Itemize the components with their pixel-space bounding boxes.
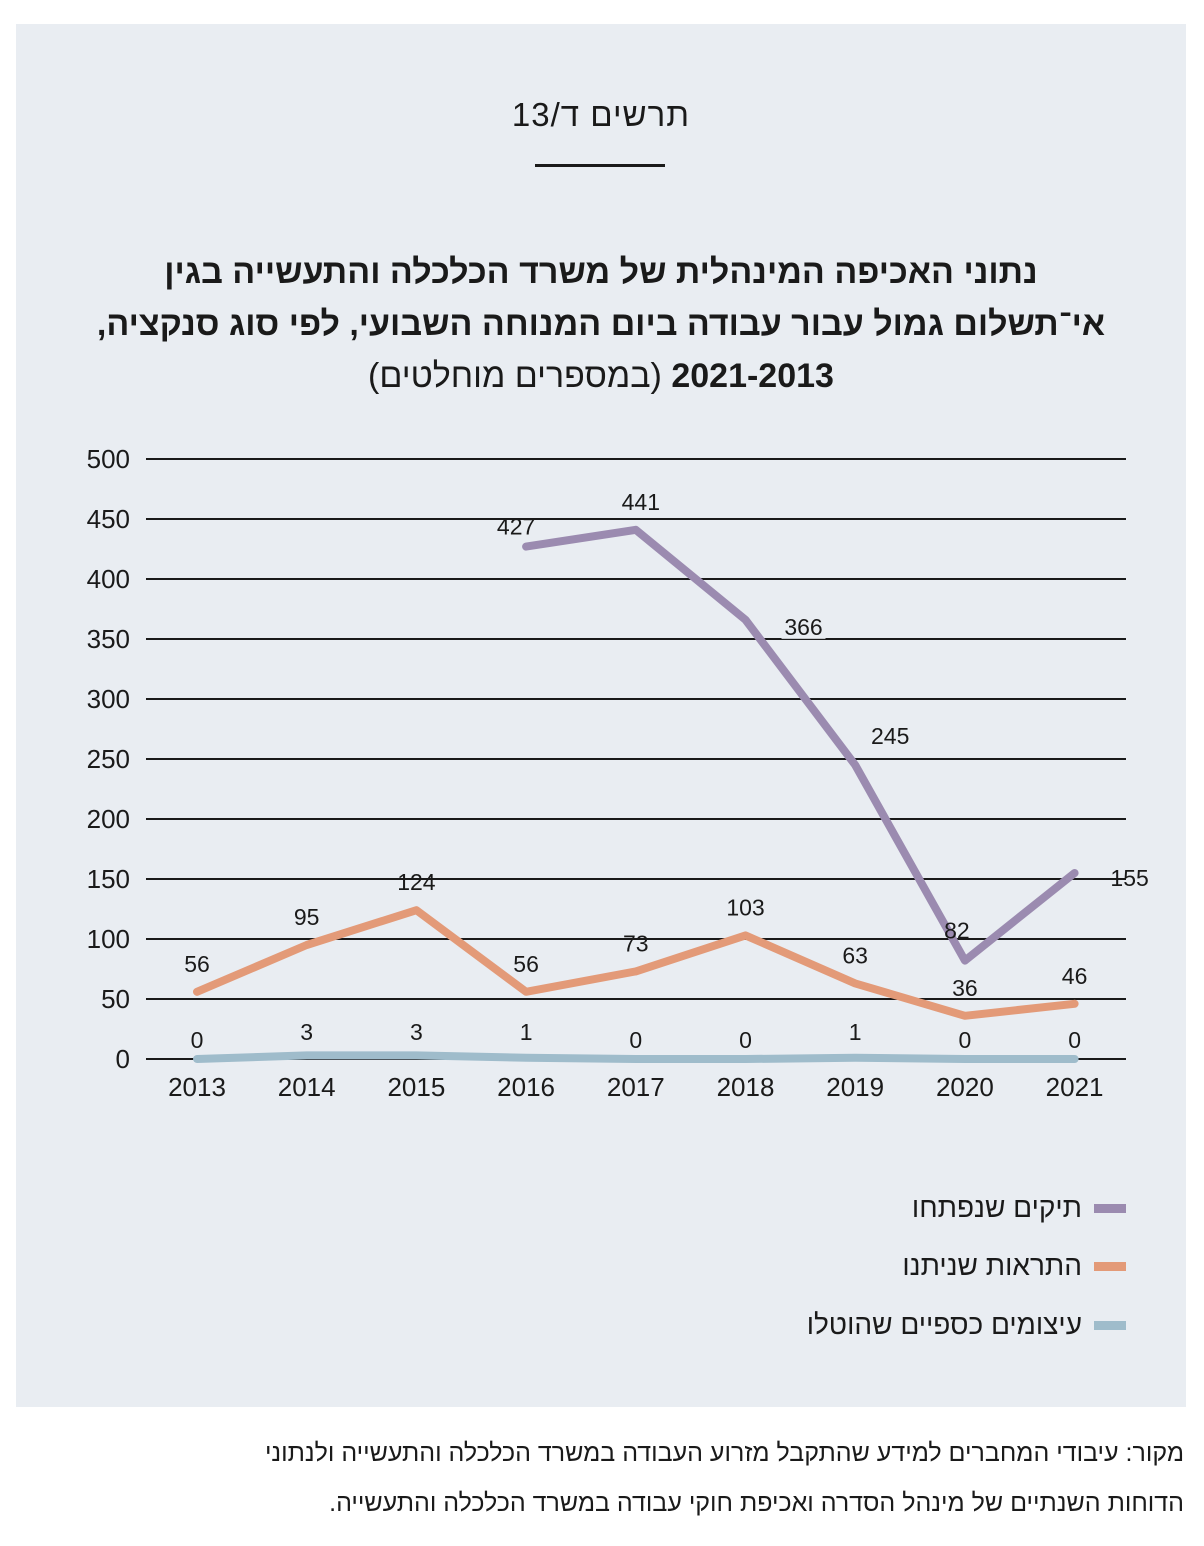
data-label: 1 bbox=[849, 1019, 862, 1045]
y-tick-label: 150 bbox=[87, 864, 130, 894]
x-tick-label: 2016 bbox=[497, 1072, 555, 1102]
x-tick-label: 2015 bbox=[387, 1072, 445, 1102]
legend-label: תיקים שנפתחו bbox=[911, 1192, 1082, 1223]
title-line-1: נתוני האכיפה המינהלית של משרד הכלכלה והת… bbox=[164, 253, 1038, 291]
data-label: 46 bbox=[1062, 963, 1088, 989]
data-label: 0 bbox=[629, 1027, 642, 1053]
data-label: 3 bbox=[410, 1019, 423, 1045]
data-label: 0 bbox=[959, 1027, 972, 1053]
x-tick-label: 2020 bbox=[936, 1072, 994, 1102]
legend-item: תיקים שנפתחו bbox=[912, 1192, 1126, 1224]
legend-swatch bbox=[1094, 1320, 1126, 1330]
y-tick-label: 350 bbox=[87, 624, 130, 654]
data-label: 155 bbox=[1110, 865, 1148, 891]
y-tick-label: 400 bbox=[87, 564, 130, 594]
series-line-1 bbox=[193, 906, 1079, 1020]
series-line-2 bbox=[193, 1051, 1079, 1063]
legend-item: התראות שניתנו bbox=[902, 1250, 1126, 1282]
y-tick-label: 500 bbox=[87, 444, 130, 474]
source-note: מקור: עיבודי המחברים למידע שהתקבל מזרוע … bbox=[14, 1428, 1184, 1528]
data-label: 0 bbox=[1068, 1027, 1081, 1053]
data-label: 103 bbox=[726, 894, 764, 920]
title-line-3: 2021-2013 (במספרים מוחלטים) bbox=[36, 350, 1166, 402]
y-tick-label: 300 bbox=[87, 684, 130, 714]
data-label: 427 bbox=[497, 514, 535, 540]
title-line-2: אי־תשלום גמול עבור עבודה ביום המנוחה השב… bbox=[96, 305, 1106, 343]
y-tick-label: 0 bbox=[116, 1044, 130, 1074]
title-units: (במספרים מוחלטים) bbox=[368, 357, 662, 395]
y-tick-label: 450 bbox=[87, 504, 130, 534]
data-label: 36 bbox=[952, 975, 978, 1001]
data-label-backdrop bbox=[781, 612, 826, 639]
y-tick-label: 250 bbox=[87, 744, 130, 774]
x-tick-label: 2014 bbox=[278, 1072, 336, 1102]
legend-swatch bbox=[1094, 1203, 1126, 1213]
x-tick-label: 2019 bbox=[826, 1072, 884, 1102]
legend-swatch bbox=[1094, 1261, 1126, 1271]
data-label: 95 bbox=[294, 904, 320, 930]
source-line-2: הדוחות השנתיים של מינהל הסדרה ואכיפת חוק… bbox=[329, 1489, 1184, 1517]
series-line-0 bbox=[522, 525, 1079, 965]
y-tick-label: 50 bbox=[101, 984, 130, 1014]
data-label: 73 bbox=[623, 930, 649, 956]
data-label: 245 bbox=[871, 723, 909, 749]
figure-label: תרשים ד/13 bbox=[511, 96, 691, 133]
data-label: 1 bbox=[520, 1019, 533, 1045]
data-label: 124 bbox=[397, 869, 436, 895]
x-tick-label: 2021 bbox=[1046, 1072, 1104, 1102]
data-label: 56 bbox=[513, 951, 539, 977]
figure-panel: תרשים ד/13 נתוני האכיפה המינהלית של משרד… bbox=[16, 24, 1186, 1407]
data-label: 0 bbox=[739, 1027, 752, 1053]
y-tick-label: 200 bbox=[87, 804, 130, 834]
figure-label-rule bbox=[535, 164, 665, 167]
title-years: 2021-2013 bbox=[671, 357, 834, 395]
y-tick-label: 100 bbox=[87, 924, 130, 954]
x-tick-label: 2018 bbox=[717, 1072, 775, 1102]
legend-label: התראות שניתנו bbox=[902, 1250, 1082, 1281]
source-line-1: מקור: עיבודי המחברים למידע שהתקבל מזרוע … bbox=[264, 1439, 1184, 1467]
data-label: 3 bbox=[300, 1019, 313, 1045]
chart-title: נתוני האכיפה המינהלית של משרד הכלכלה והת… bbox=[36, 246, 1166, 402]
x-tick-label: 2017 bbox=[607, 1072, 665, 1102]
legend-item: עיצומים כספיים שהוטלו bbox=[807, 1309, 1126, 1341]
x-tick-label: 2013 bbox=[168, 1072, 226, 1102]
data-label: 441 bbox=[622, 489, 660, 515]
data-label: 366 bbox=[784, 614, 822, 640]
data-label: 63 bbox=[842, 942, 868, 968]
data-label: 56 bbox=[184, 951, 210, 977]
data-label: 0 bbox=[191, 1027, 204, 1053]
data-label: 82 bbox=[944, 918, 970, 944]
legend-label: עיצומים כספיים שהוטלו bbox=[806, 1309, 1082, 1340]
